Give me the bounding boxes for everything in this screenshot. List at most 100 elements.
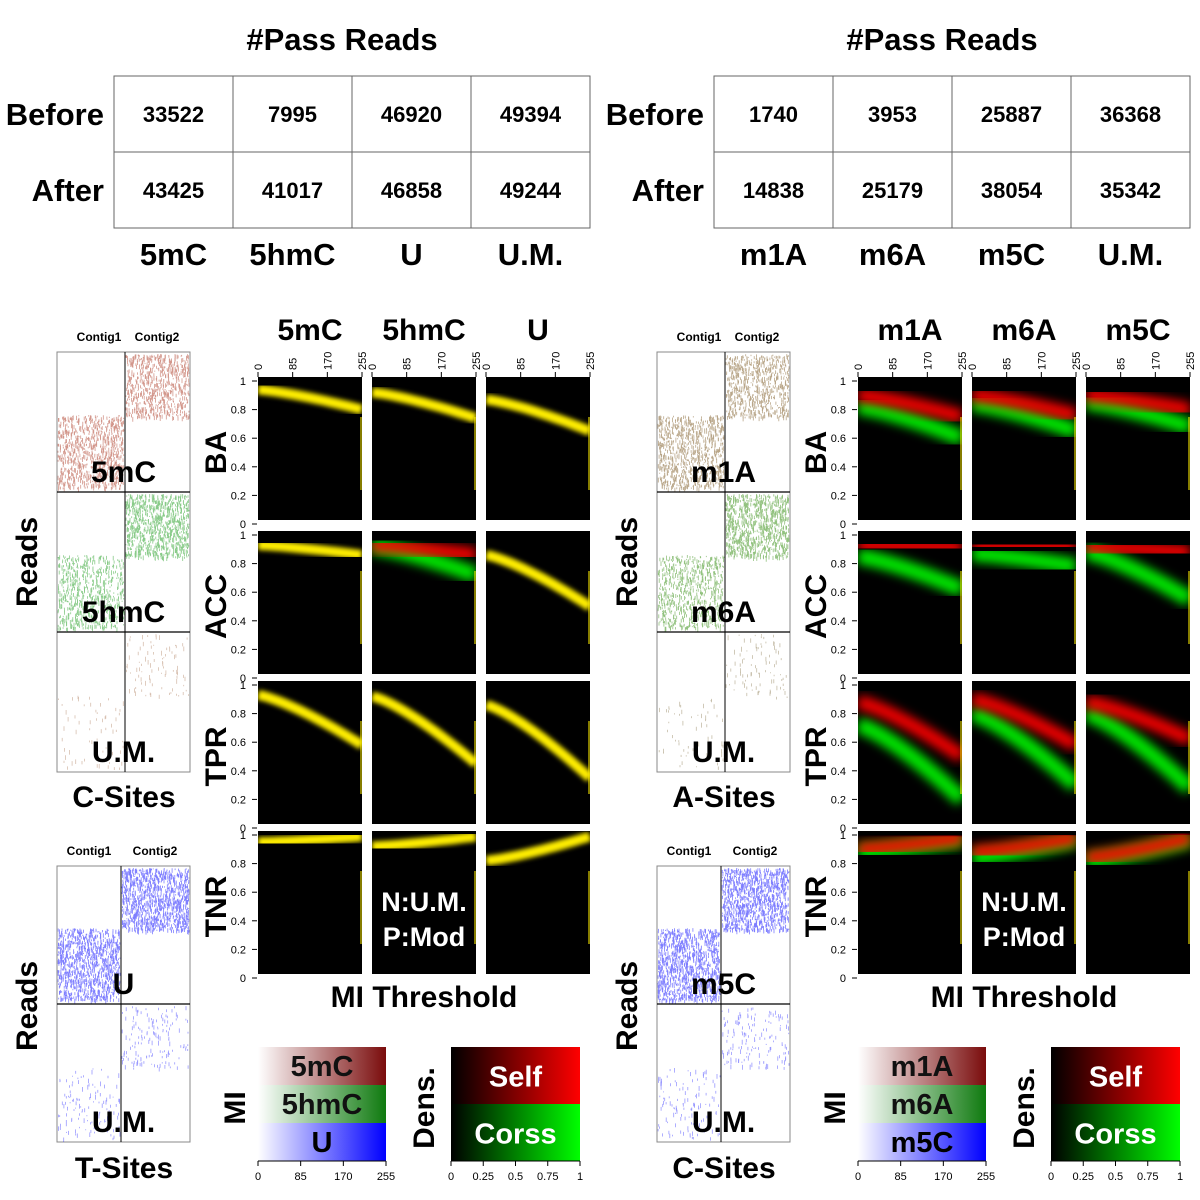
y-tick-label: 1 — [840, 680, 846, 692]
mi-legend-swatch — [258, 1085, 386, 1123]
table-column-label: U.M. — [498, 237, 563, 272]
y-tick-label: 1 — [840, 530, 846, 542]
density-band-overlap — [372, 691, 476, 768]
right-site-scatter-panels: Contig1 Contig2 m1A m6A U.M. A-Sites Reads Cont… — [611, 330, 791, 1185]
mi-legend-tick-label: 0 — [255, 1171, 261, 1183]
read-site-marks — [126, 634, 189, 699]
mi-legend-tick-label: 170 — [334, 1171, 352, 1183]
heatmap-density-layer — [372, 538, 476, 644]
y-tick-label: 0.6 — [831, 887, 846, 899]
mi-legend-entry: 5mC — [291, 1051, 354, 1083]
pass-reads-table-right: #Pass Reads Before After 1740 3953 25887 36368… — [606, 22, 1191, 272]
band-label: U.M. — [692, 736, 755, 769]
density-band-self — [1086, 831, 1190, 865]
contig1-label: Contig1 — [677, 330, 722, 344]
density-band-overlap — [258, 384, 362, 415]
table-column-label: U — [400, 237, 422, 272]
mi-legend-label: MI — [219, 1091, 252, 1124]
y-tick-label: 0.4 — [831, 462, 846, 474]
table-row-label: After — [632, 173, 704, 208]
density-band-cross — [1086, 544, 1190, 607]
table-cell: 49244 — [500, 178, 562, 203]
density-band-cross — [972, 705, 1076, 792]
y-tick-label: 0.2 — [231, 944, 246, 956]
density-band-overlap — [258, 540, 362, 560]
density-legend-label: Dens. — [408, 1067, 441, 1149]
heatmap-density-layer — [1086, 831, 1190, 944]
read-site-marks — [121, 868, 190, 935]
table-column-label: m5C — [978, 237, 1045, 272]
table-row-label: After — [32, 173, 104, 208]
density-band-self — [1086, 539, 1190, 560]
table-cell: 25887 — [981, 102, 1042, 127]
contig1-label: Contig1 — [667, 844, 712, 858]
density-band-cross — [858, 548, 962, 597]
y-tick-label: 0.2 — [831, 490, 846, 502]
density-legend-tick-label: 0.75 — [537, 1171, 558, 1183]
x-tick-label: 0 — [481, 364, 493, 370]
y-tick-label: 0 — [840, 823, 846, 835]
mi-legend-swatch — [858, 1047, 986, 1085]
read-site-marks — [121, 1006, 189, 1072]
band-label: U.M. — [92, 1106, 155, 1139]
table-cell: 7995 — [268, 102, 317, 127]
x-tick-label: 170 — [1036, 352, 1048, 370]
density-band-self — [1086, 388, 1190, 417]
density-band-self — [858, 388, 962, 424]
density-legend-tick-label: 0.25 — [1073, 1171, 1094, 1183]
heatmap-density-layer — [972, 538, 1076, 644]
heatmap-density-layer — [372, 691, 476, 794]
x-tick-label: 85 — [1116, 358, 1128, 370]
table-cell: 33522 — [143, 102, 204, 127]
reads-ylabel: Reads — [611, 517, 644, 607]
mi-legend-tick-label: 85 — [295, 1171, 307, 1183]
density-legend-tick-label: 1 — [577, 1171, 583, 1183]
read-site-marks — [125, 494, 190, 562]
y-tick-label: 0.6 — [231, 737, 246, 749]
heatmap-density-layer — [858, 831, 962, 944]
table-cell: 43425 — [143, 178, 204, 203]
read-site-marks — [58, 695, 124, 770]
y-tick-label: 0 — [840, 973, 846, 985]
metric-ylabel: TPR — [800, 726, 833, 786]
y-tick-label: 0.6 — [231, 587, 246, 599]
contig2-label: Contig2 — [735, 330, 780, 344]
y-tick-label: 1 — [240, 680, 246, 692]
table-cell: 14838 — [743, 178, 804, 203]
metric-ylabel: TNR — [800, 875, 833, 937]
heatmap-density-layer — [972, 831, 1076, 944]
density-legend-self: Self — [489, 1062, 543, 1094]
table-column-label: 5hmC — [249, 237, 335, 272]
y-tick-label: 0 — [240, 673, 246, 685]
y-tick-label: 0.8 — [831, 405, 846, 417]
y-tick-label: 0.2 — [231, 794, 246, 806]
x-tick-label: 0 — [967, 364, 979, 370]
read-site-marks — [657, 555, 725, 632]
mi-legend-swatch — [258, 1123, 386, 1161]
read-site-marks — [657, 415, 725, 493]
contig1-label: Contig1 — [67, 844, 112, 858]
heatmap-density-layer — [858, 538, 962, 644]
heatmap-column-title: m6A — [991, 314, 1056, 347]
heatmap-density-layer — [258, 384, 362, 490]
mi-legend-entry: m1A — [891, 1051, 954, 1083]
x-tick-label: 255 — [585, 352, 597, 370]
y-tick-label: 0.8 — [231, 559, 246, 571]
y-tick-label: 0.8 — [831, 709, 846, 721]
density-legend-tick-label: 0 — [1048, 1171, 1054, 1183]
density-legend-self: Self — [1089, 1062, 1143, 1094]
heatmap-density-layer — [486, 550, 590, 644]
read-site-marks — [721, 868, 790, 935]
density-legend-cross-swatch — [451, 1104, 580, 1161]
x-tick-label: 0 — [853, 364, 865, 370]
y-tick-label: 0.6 — [831, 433, 846, 445]
x-tick-label: 255 — [1071, 352, 1083, 370]
density-legend-self-swatch — [451, 1047, 580, 1104]
heatmap-column-title: U — [527, 314, 549, 347]
density-band-self — [972, 538, 1076, 554]
read-site-marks — [57, 555, 125, 632]
density-band-self — [372, 538, 476, 562]
read-site-marks — [657, 928, 721, 1004]
heatmap-density-layer — [486, 700, 590, 794]
table-column-label: 5mC — [140, 237, 207, 272]
